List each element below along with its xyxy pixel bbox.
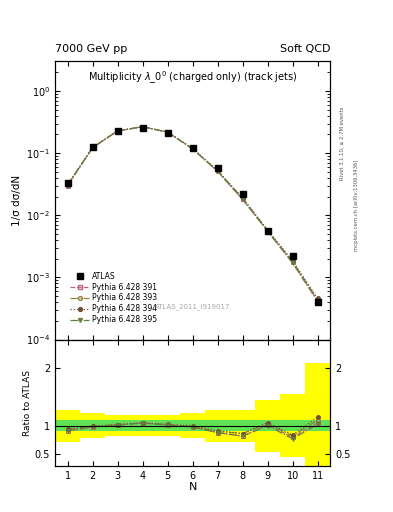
Y-axis label: Ratio to ATLAS: Ratio to ATLAS (23, 370, 32, 436)
Text: mcplots.cern.ch [arXiv:1306.3436]: mcplots.cern.ch [arXiv:1306.3436] (354, 159, 359, 250)
Text: ATLAS_2011_I919017: ATLAS_2011_I919017 (155, 303, 230, 310)
Y-axis label: 1/σ dσ/dN: 1/σ dσ/dN (12, 175, 22, 226)
Text: 7000 GeV pp: 7000 GeV pp (55, 44, 127, 54)
X-axis label: N: N (188, 482, 197, 492)
Text: Soft QCD: Soft QCD (280, 44, 330, 54)
Text: Multiplicity $\lambda\_0^0$ (charged only) (track jets): Multiplicity $\lambda\_0^0$ (charged onl… (88, 70, 298, 87)
Text: Rivet 3.1.10, ≥ 2.7M events: Rivet 3.1.10, ≥ 2.7M events (340, 106, 345, 180)
Legend: ATLAS, Pythia 6.428 391, Pythia 6.428 393, Pythia 6.428 394, Pythia 6.428 395: ATLAS, Pythia 6.428 391, Pythia 6.428 39… (67, 269, 160, 327)
